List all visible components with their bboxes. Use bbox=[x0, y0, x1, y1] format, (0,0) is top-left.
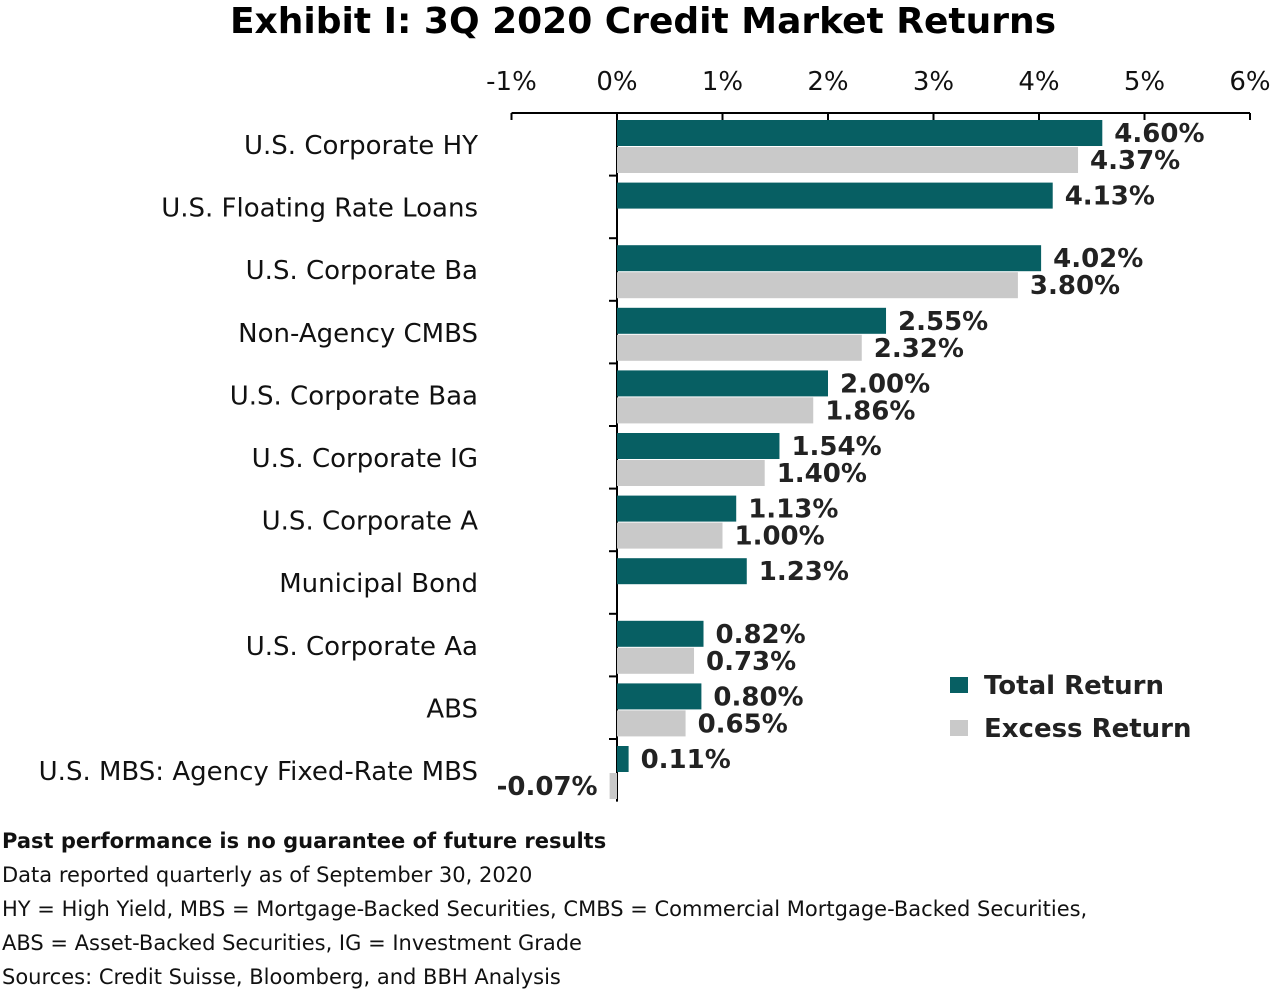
bar-excess bbox=[617, 334, 862, 361]
footnote-sources: Sources: Credit Suisse, Bloomberg, and B… bbox=[2, 965, 561, 989]
bar-total bbox=[617, 620, 704, 647]
data-label: 2.55% bbox=[898, 307, 988, 337]
chart-title: Exhibit I: 3Q 2020 Credit Market Returns bbox=[229, 1, 1057, 42]
data-label: 4.02% bbox=[1053, 244, 1143, 274]
category-label: Municipal Bond bbox=[279, 569, 478, 599]
x-tick-label: 2% bbox=[807, 67, 848, 97]
data-label: 1.00% bbox=[735, 522, 825, 552]
x-tick-label: -1% bbox=[486, 67, 537, 97]
data-label: 1.23% bbox=[759, 557, 849, 587]
data-label: -0.07% bbox=[497, 772, 598, 802]
bar-total bbox=[617, 433, 780, 459]
data-label: 0.82% bbox=[716, 620, 806, 650]
bar-excess bbox=[617, 460, 765, 486]
data-label: 4.60% bbox=[1114, 119, 1204, 149]
x-tick-label: 3% bbox=[913, 67, 954, 97]
bar-total bbox=[617, 370, 828, 397]
data-label: 4.13% bbox=[1065, 182, 1155, 212]
footnote-abbrev-1: HY = High Yield, MBS = Mortgage-Backed S… bbox=[2, 897, 1088, 921]
category-label: U.S. Corporate Ba bbox=[246, 256, 478, 286]
bar-total bbox=[617, 746, 629, 772]
bar-total bbox=[617, 182, 1053, 209]
legend-swatch-total bbox=[950, 677, 968, 693]
bar-total bbox=[617, 683, 702, 710]
category-label: U.S. MBS: Agency Fixed-Rate MBS bbox=[39, 757, 478, 787]
bar-excess bbox=[617, 147, 1079, 173]
data-label: 1.86% bbox=[825, 396, 915, 426]
category-label: U.S. Corporate IG bbox=[252, 444, 478, 474]
bar-excess bbox=[617, 397, 814, 424]
data-label: 0.73% bbox=[706, 647, 796, 677]
data-label: 1.40% bbox=[777, 459, 867, 489]
x-tick-label: 4% bbox=[1018, 67, 1059, 97]
data-label: 2.32% bbox=[874, 334, 964, 364]
x-tick-label: 6% bbox=[1229, 67, 1270, 97]
bar-excess bbox=[617, 522, 723, 549]
bar-excess bbox=[617, 710, 686, 737]
data-label: 1.13% bbox=[748, 495, 838, 525]
bar-total bbox=[617, 245, 1042, 272]
data-label: 0.80% bbox=[713, 682, 803, 712]
data-label: 3.80% bbox=[1030, 271, 1120, 301]
footnote-date: Data reported quarterly as of September … bbox=[2, 863, 533, 887]
x-tick-label: 5% bbox=[1124, 67, 1165, 97]
legend-label: Excess Return bbox=[984, 714, 1192, 744]
bar-total bbox=[617, 558, 747, 585]
bar-excess bbox=[609, 773, 617, 799]
category-label: U.S. Corporate A bbox=[262, 507, 479, 537]
category-label: U.S. Corporate Baa bbox=[230, 381, 478, 411]
category-label: Non-Agency CMBS bbox=[238, 319, 478, 349]
category-label: U.S. Floating Rate Loans bbox=[161, 194, 478, 224]
category-label: ABS bbox=[426, 694, 478, 724]
data-label: 0.65% bbox=[698, 709, 788, 739]
legend-label: Total Return bbox=[984, 671, 1164, 701]
category-label: U.S. Corporate HY bbox=[244, 131, 478, 161]
bar-total bbox=[617, 307, 887, 334]
data-label: 1.54% bbox=[791, 432, 881, 462]
x-tick-label: 1% bbox=[702, 67, 743, 97]
bar-excess bbox=[617, 272, 1018, 299]
category-label: U.S. Corporate Aa bbox=[246, 632, 478, 662]
data-label: 0.11% bbox=[641, 745, 731, 775]
legend-swatch-excess bbox=[950, 720, 968, 736]
bar-excess bbox=[617, 647, 695, 674]
bar-total bbox=[617, 120, 1103, 146]
data-label: 2.00% bbox=[840, 369, 930, 399]
data-label: 4.37% bbox=[1090, 146, 1180, 176]
footnote-abbrev-2: ABS = Asset-Backed Securities, IG = Inve… bbox=[2, 931, 582, 955]
x-tick-label: 0% bbox=[596, 67, 637, 97]
bar-total bbox=[617, 495, 737, 522]
bar-chart: -1% 0% 1% 2% 3% 4% 5% 6%U.S. Corporate HY 4.60%4… bbox=[39, 67, 1271, 802]
disclaimer: Past performance is no guarantee of futu… bbox=[2, 829, 607, 853]
